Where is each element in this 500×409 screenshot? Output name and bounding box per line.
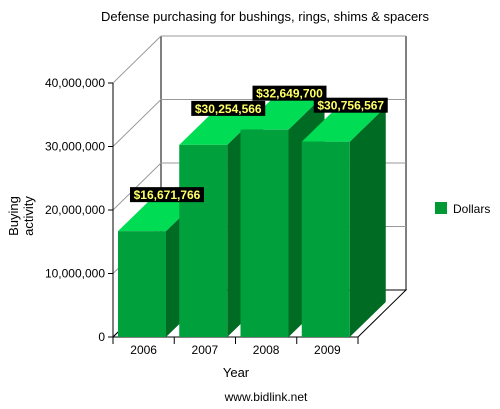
x-tick-label: 2008: [253, 343, 280, 357]
x-tick-label: 2009: [314, 343, 341, 357]
y-axis-label-line-1: Buying: [6, 196, 21, 236]
data-label: $16,671,766: [134, 188, 201, 202]
bar-top-face: [240, 94, 325, 130]
bar-top-face: [301, 106, 386, 142]
y-tick-label: 40,000,000: [45, 76, 105, 90]
bar-front-face: [301, 141, 350, 337]
bars: [118, 94, 386, 337]
x-tick-labels: 2006 2007 2008 2009: [130, 343, 341, 357]
y-tick-label: 0: [98, 330, 105, 344]
bar-side-face: [349, 106, 386, 337]
bar-2009: [301, 106, 386, 337]
bar-front-face: [179, 144, 228, 337]
data-label-bg: [191, 100, 266, 116]
data-label: $30,756,567: [317, 99, 384, 113]
legend: Dollars: [435, 202, 490, 216]
legend-swatch: [435, 202, 447, 214]
legend-label: Dollars: [453, 202, 490, 216]
chart-title: Defense purchasing for bushings, rings, …: [101, 9, 430, 24]
data-label: $30,254,566: [195, 102, 262, 116]
x-tick-label: 2006: [130, 343, 157, 357]
grid-line-side: [112, 99, 162, 147]
footer-url: www.bidlink.net: [224, 390, 308, 404]
grid-line-side: [112, 35, 162, 84]
bar-front-face: [118, 231, 166, 337]
data-label-bg: [313, 97, 388, 113]
axes: [108, 82, 359, 344]
bar-front-face: [240, 129, 289, 337]
x-axis-label: Year: [223, 365, 250, 380]
data-label-bg: [130, 187, 204, 203]
y-tick-labels: 0 10,000,000 20,000,000 30,000,000 40,000,00…: [45, 76, 105, 344]
y-axis-label-line-2: activity: [21, 196, 36, 236]
data-label: $32,649,700: [256, 87, 323, 101]
data-labels: $16,671,766 $30,254,566$32,649,700$30,756…: [130, 85, 388, 203]
y-tick-label: 10,000,000: [45, 267, 105, 281]
data-label-bg: [252, 85, 327, 101]
bar-top-face: [179, 109, 264, 145]
y-tick-label: 30,000,000: [45, 140, 105, 154]
y-tick-label: 20,000,000: [45, 203, 105, 217]
grid-line-side: [112, 162, 162, 211]
x-tick-label: 2007: [192, 343, 219, 357]
